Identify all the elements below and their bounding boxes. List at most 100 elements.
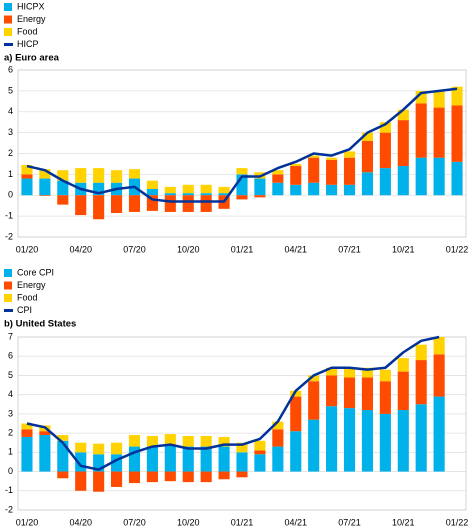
x-tick-label: 04/21 bbox=[284, 517, 307, 527]
line bbox=[26, 87, 458, 203]
bar-segment bbox=[415, 344, 427, 361]
bar-segment bbox=[361, 410, 373, 472]
bar-segment bbox=[200, 435, 212, 447]
y-tick-label: 2 bbox=[8, 427, 13, 437]
bar-segment bbox=[451, 161, 463, 196]
bar-segment bbox=[236, 452, 248, 472]
bar-segment bbox=[433, 354, 445, 397]
bar-segment bbox=[397, 371, 409, 411]
bar-segment bbox=[164, 193, 176, 196]
bar-segment bbox=[397, 120, 409, 167]
bar-segment bbox=[218, 446, 230, 472]
bar-segment bbox=[200, 446, 212, 472]
bar-segment bbox=[397, 166, 409, 196]
legend-swatch bbox=[4, 3, 12, 11]
bar-segment bbox=[415, 103, 427, 158]
y-tick-label: 6 bbox=[8, 351, 13, 361]
bar-segment bbox=[111, 442, 123, 455]
bar-segment bbox=[218, 471, 230, 480]
x-tick-label: 01/20 bbox=[16, 244, 39, 254]
bar-segment bbox=[343, 157, 356, 185]
bar-segment bbox=[379, 369, 391, 382]
bar-segment bbox=[146, 188, 158, 196]
bar-segment bbox=[21, 178, 33, 196]
bar-segment bbox=[75, 168, 87, 183]
x-tick-label: 01/21 bbox=[231, 517, 254, 527]
y-tick-label: -2 bbox=[5, 504, 13, 514]
bar-segment bbox=[75, 471, 87, 491]
x-tick-label: 07/21 bbox=[338, 517, 361, 527]
bar-segment bbox=[146, 446, 158, 472]
bar-segment bbox=[164, 195, 176, 212]
bar-segment bbox=[397, 410, 409, 472]
bar-segment bbox=[57, 195, 69, 205]
bar-segment bbox=[93, 168, 105, 183]
bar-segment bbox=[272, 421, 284, 430]
legend-swatch bbox=[4, 294, 12, 302]
y-tick-label: 7 bbox=[8, 331, 13, 341]
bar-segment bbox=[236, 471, 248, 478]
bar-segment bbox=[290, 163, 302, 167]
y-tick-label: 4 bbox=[8, 389, 13, 399]
bar-segment bbox=[164, 471, 176, 482]
bar-segment bbox=[21, 436, 33, 472]
legend-swatch bbox=[4, 281, 12, 290]
bar-segment bbox=[272, 446, 284, 472]
bar-segment bbox=[361, 140, 373, 173]
bar-segment bbox=[21, 429, 33, 437]
bar-segment bbox=[290, 184, 302, 196]
bar-segment bbox=[93, 454, 105, 472]
bar-segment bbox=[218, 436, 230, 447]
bar-segment bbox=[451, 105, 463, 162]
legend-label: Food bbox=[17, 292, 38, 302]
plot-frame bbox=[17, 69, 467, 238]
legend-label: Energy bbox=[17, 280, 46, 290]
bar-segment bbox=[200, 184, 212, 194]
y-tick-label: 6 bbox=[8, 64, 13, 74]
bar-segment bbox=[146, 180, 158, 189]
bar-segment bbox=[326, 375, 338, 407]
bar-segment bbox=[200, 195, 212, 212]
bar-segment bbox=[236, 168, 248, 175]
panel-title: a) Euro area bbox=[4, 53, 60, 64]
bar-segment bbox=[182, 195, 194, 212]
bar-segment bbox=[128, 446, 141, 472]
bar-segment bbox=[326, 367, 338, 376]
bar-segment bbox=[272, 170, 284, 175]
bar-segment bbox=[39, 431, 51, 436]
bar-segment bbox=[451, 86, 463, 106]
bar-segment bbox=[39, 178, 51, 196]
bar-segment bbox=[182, 184, 194, 194]
bar-segment bbox=[93, 443, 105, 455]
bar-segment bbox=[236, 195, 248, 200]
legend-swatch bbox=[4, 15, 12, 24]
bar-segment bbox=[433, 90, 445, 108]
bar-segment bbox=[272, 174, 284, 183]
bar-segment bbox=[415, 157, 427, 196]
bar-segment bbox=[254, 454, 266, 472]
bar-segment bbox=[415, 404, 427, 472]
x-tick-label: 01/20 bbox=[16, 517, 39, 527]
bar-segment bbox=[343, 377, 356, 409]
bar-segment bbox=[93, 471, 105, 492]
plot-frame bbox=[17, 336, 467, 511]
bar-segment bbox=[343, 367, 356, 378]
bar-segment bbox=[182, 471, 194, 483]
bar-segment bbox=[200, 193, 212, 196]
bar-segment bbox=[433, 337, 445, 355]
bar-segment bbox=[379, 381, 391, 414]
legend-label: CPI bbox=[17, 305, 32, 315]
bar-segment bbox=[433, 396, 445, 472]
bar-segment bbox=[75, 195, 87, 216]
y-tick-label: 2 bbox=[8, 148, 13, 158]
legend-label: Core CPI bbox=[17, 267, 54, 277]
bar-segment bbox=[361, 172, 373, 196]
legend-label: HICPX bbox=[17, 1, 45, 11]
legend-label: Food bbox=[17, 26, 38, 36]
y-tick-label: 1 bbox=[8, 447, 13, 457]
bar-segment bbox=[343, 184, 356, 196]
bar-segment bbox=[236, 442, 248, 453]
bar-segment bbox=[218, 193, 230, 196]
bar-segment bbox=[57, 435, 69, 441]
